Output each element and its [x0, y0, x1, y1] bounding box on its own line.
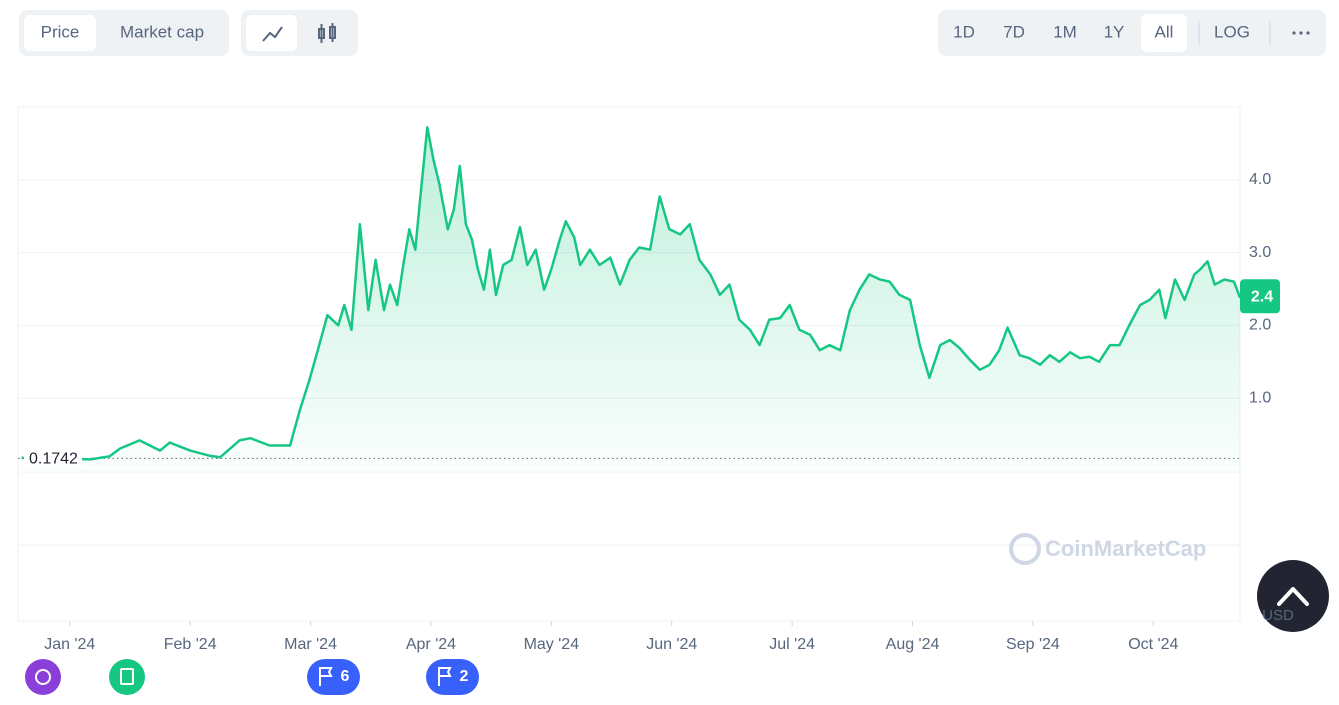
- start-price-label: 0.1742: [29, 451, 78, 468]
- y-tick-label: 1.0: [1249, 389, 1271, 406]
- flag-icon: [319, 667, 333, 686]
- y-tick-label: 3.0: [1249, 244, 1271, 261]
- active-tab: [24, 15, 96, 51]
- doc-icon: [120, 668, 134, 685]
- x-tick-label: Aug '24: [886, 636, 940, 653]
- history-icon: [35, 669, 51, 685]
- range-button[interactable]: 1D: [953, 22, 975, 41]
- price-tab[interactable]: Price: [41, 22, 80, 41]
- watermark-logo: [1009, 533, 1041, 565]
- history-event[interactable]: [25, 659, 61, 695]
- log-button[interactable]: LOG: [1214, 22, 1250, 41]
- x-tick-label: Feb '24: [164, 636, 217, 653]
- flag-icon: [438, 667, 452, 686]
- x-tick-label: May '24: [524, 636, 580, 653]
- range-button[interactable]: 1Y: [1104, 22, 1125, 41]
- y-tick-label: 2.0: [1249, 317, 1271, 334]
- chevron-icon: [1277, 587, 1309, 606]
- last-price-tag: [1240, 279, 1280, 314]
- x-tick-label: Jul '24: [769, 636, 815, 653]
- x-tick-label: Jan '24: [44, 636, 95, 653]
- flag-event[interactable]: [307, 659, 360, 695]
- area: [21, 127, 1241, 472]
- range-button[interactable]: 1M: [1053, 22, 1077, 41]
- range-button[interactable]: All: [1155, 22, 1174, 41]
- flag-event[interactable]: [426, 659, 479, 695]
- x-tick-label: Sep '24: [1006, 636, 1060, 653]
- x-tick-label: Mar '24: [284, 636, 337, 653]
- doc-event[interactable]: [109, 659, 145, 695]
- price-line: [21, 126, 1242, 461]
- plot: 1.0 2.0 3.0 4.0 Jan '24 Feb '24 Mar '24 Apr '24…: [18, 126, 1280, 653]
- y-tick-label: 4.0: [1249, 171, 1271, 188]
- more-button[interactable]: [1292, 31, 1310, 35]
- watermark: CoinMarketCap: [1045, 536, 1206, 561]
- active-range: [1141, 14, 1187, 52]
- last-price-label: 2.4: [1251, 288, 1273, 305]
- scroll-top-button[interactable]: [1257, 560, 1329, 632]
- range-toggle: [938, 10, 1326, 56]
- marketcap-tab[interactable]: Market cap: [120, 22, 204, 41]
- candle-icon[interactable]: [318, 23, 336, 43]
- x-tick-label: Jun '24: [646, 636, 697, 653]
- x-tick-label: Oct '24: [1128, 636, 1178, 653]
- start-price-bg: [24, 447, 82, 468]
- currency-label: USD: [1262, 607, 1294, 624]
- event-count: 2: [460, 668, 469, 685]
- line-icon: [262, 26, 283, 42]
- range-button[interactable]: 7D: [1003, 22, 1025, 41]
- x-tick-label: Apr '24: [406, 636, 456, 653]
- event-count: 6: [341, 668, 350, 685]
